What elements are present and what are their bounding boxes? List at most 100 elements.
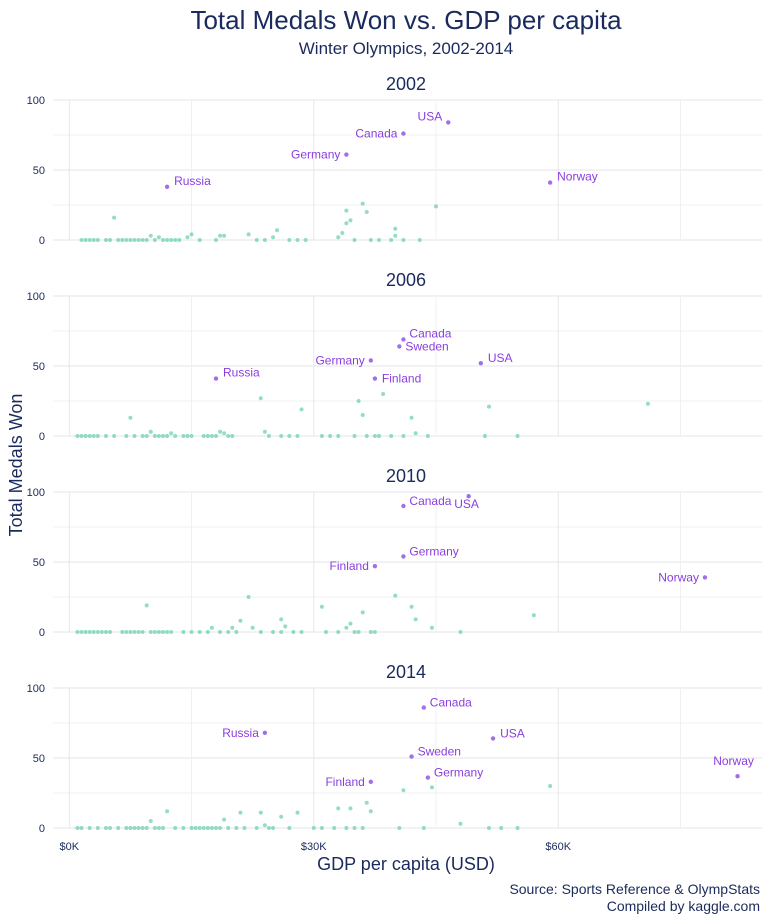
data-point (344, 826, 349, 830)
facet-label: 2002 (386, 74, 426, 94)
country-label: Finland (382, 372, 421, 386)
data-point (83, 434, 88, 438)
data-point (360, 201, 365, 206)
data-point (352, 826, 357, 830)
data-point (120, 238, 125, 242)
data-point (486, 826, 491, 830)
highlight-point (702, 575, 708, 580)
data-point (226, 826, 231, 830)
data-point (230, 625, 235, 630)
data-point (360, 826, 365, 830)
country-label: USA (500, 726, 525, 740)
highlight-point (547, 180, 553, 185)
data-point (103, 826, 108, 830)
data-point (486, 404, 491, 409)
country-label: Norway (658, 570, 699, 584)
data-point (213, 238, 218, 242)
data-point (173, 826, 178, 830)
data-point (75, 826, 80, 830)
data-point (287, 826, 292, 830)
data-point (458, 821, 463, 826)
data-point (319, 826, 324, 830)
data-point (348, 806, 353, 811)
data-point (401, 238, 406, 242)
data-point (417, 238, 422, 242)
data-point (266, 434, 271, 438)
data-point (189, 232, 194, 237)
data-point (103, 630, 108, 634)
data-point (161, 238, 166, 242)
data-point (218, 233, 223, 238)
data-point (328, 434, 333, 438)
data-point (295, 238, 300, 242)
data-point (352, 434, 357, 438)
data-point (344, 625, 349, 630)
caption-line-2: Compiled by kaggle.com (607, 898, 760, 914)
data-point (645, 401, 650, 406)
highlight-point (397, 344, 402, 349)
data-point (291, 630, 296, 634)
data-point (352, 630, 357, 634)
data-point (136, 238, 141, 242)
data-point (332, 826, 337, 830)
data-point (140, 630, 145, 634)
data-point (458, 630, 463, 634)
data-point (336, 630, 341, 634)
data-point (128, 415, 133, 420)
country-label: Finland (330, 559, 369, 573)
data-point (409, 604, 414, 609)
y-tick-label: 100 (27, 487, 45, 499)
data-point (303, 238, 308, 242)
data-point (344, 208, 349, 213)
highlight-point (735, 774, 740, 779)
data-point (413, 431, 418, 436)
country-label: USA (454, 497, 479, 511)
highlight-point (421, 705, 426, 710)
data-point (409, 415, 414, 420)
y-tick-label: 0 (39, 627, 45, 639)
data-point (295, 810, 300, 815)
data-point (173, 434, 178, 438)
data-point (222, 817, 227, 822)
data-point (83, 630, 88, 634)
highlight-point (401, 503, 406, 509)
data-point (136, 826, 141, 830)
data-point (148, 233, 153, 238)
data-point (181, 630, 186, 634)
data-point (185, 235, 190, 240)
data-point (79, 826, 84, 830)
data-point (344, 221, 349, 226)
highlight-point (372, 376, 378, 381)
data-point (79, 630, 84, 634)
data-point (165, 809, 170, 814)
data-point (132, 826, 137, 830)
data-point (368, 630, 373, 634)
data-point (234, 630, 239, 634)
data-point (140, 434, 145, 438)
data-point (148, 819, 153, 823)
y-tick-label: 0 (39, 235, 45, 247)
data-point (275, 228, 280, 233)
data-point (393, 593, 398, 598)
country-label: Sweden (418, 745, 461, 759)
data-point (262, 823, 267, 828)
data-point (531, 613, 536, 618)
country-label: Germany (315, 353, 364, 367)
data-point (482, 434, 487, 438)
y-tick-label: 100 (27, 95, 45, 107)
data-point (226, 434, 231, 438)
data-point (319, 434, 324, 438)
country-label: Norway (557, 170, 598, 184)
data-point (189, 434, 194, 438)
data-point (144, 238, 149, 242)
data-point (87, 826, 92, 830)
highlight-point (446, 120, 451, 125)
country-label: Germany (434, 766, 483, 780)
highlight-point (490, 736, 496, 741)
highlight-point (372, 564, 378, 569)
data-point (128, 238, 133, 242)
chart-subtitle: Winter Olympics, 2002-2014 (299, 39, 513, 58)
y-axis-title: Total Medals Won (6, 394, 26, 537)
highlight-point (401, 337, 406, 342)
